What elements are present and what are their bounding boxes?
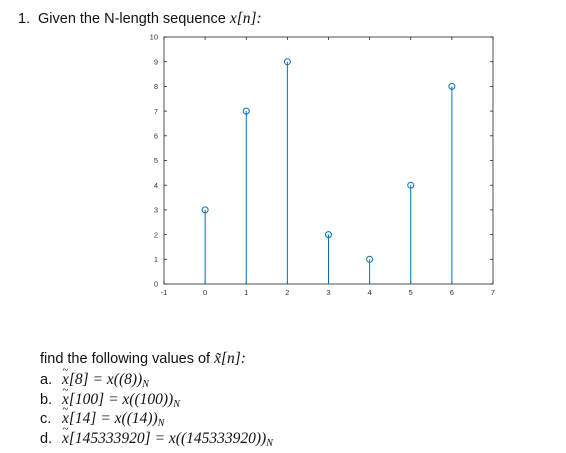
y-tick-label: 0 [154,280,158,289]
list-item: a. x[8] = x((8))N [40,361,273,390]
item-letter: d. [40,430,53,447]
y-tick-label: 5 [154,156,158,165]
y-tick-label: 8 [154,82,158,91]
y-tick-label: 2 [154,230,158,239]
question-list: a. x[8] = x((8))N b. x[100] = x((100))N c.… [40,361,273,449]
data-stems [201,58,456,284]
stem-marker [448,82,456,90]
y-tick-label: 9 [154,57,158,66]
item-expression: x[8] = x((8))N [62,361,149,390]
prompt-symbol: x̃[n]: [214,350,246,367]
question-heading: 1. Given the N-length sequence x[n]: [18,10,262,28]
stem-marker [242,107,250,115]
x-tick-label: 4 [368,288,372,297]
prompt-line: find the following values of x̃[n]: [40,350,246,368]
question-text: Given the N-length sequence [38,11,230,27]
y-tick-label: 6 [154,132,158,141]
x-tick-label: 3 [326,288,330,297]
item-expression: x[14] = x((14))N [62,400,164,429]
stem-marker [325,231,332,239]
item-letter: b. [40,391,53,408]
prompt-text: find the following values of [40,351,215,367]
y-tick-label: 3 [154,206,158,215]
list-item: c. x[14] = x((14))N [40,400,273,429]
item-expression: x[100] = x((100))N [62,381,180,410]
x-tick-label: 7 [491,288,495,297]
x-tick-label: 1 [244,288,248,297]
item-letter: a. [40,372,53,388]
x-tick-label: 2 [285,288,289,297]
item-expression: x[145333920] = x((145333920))N [62,420,273,449]
y-tick-label: 4 [154,181,158,190]
x-tick-label: 0 [203,288,207,297]
x-tick-label: 6 [450,288,454,297]
y-tick-label: 1 [154,255,158,264]
y-tick-label: 7 [154,107,158,116]
x-tick-label: 5 [409,288,413,297]
item-letter: c. [40,411,52,427]
question-number: 1. [18,11,31,27]
stem-marker [407,181,415,189]
stem-marker [283,58,291,66]
stem-marker [366,255,374,263]
list-item: d. x[145333920] = x((145333920))N [40,420,273,449]
sequence-symbol: x[n]: [229,10,262,27]
list-item: b. x[100] = x((100))N [40,381,273,410]
y-tick-label: 10 [150,33,158,42]
stem-marker [201,206,209,214]
x-tick-label: -1 [161,288,168,297]
